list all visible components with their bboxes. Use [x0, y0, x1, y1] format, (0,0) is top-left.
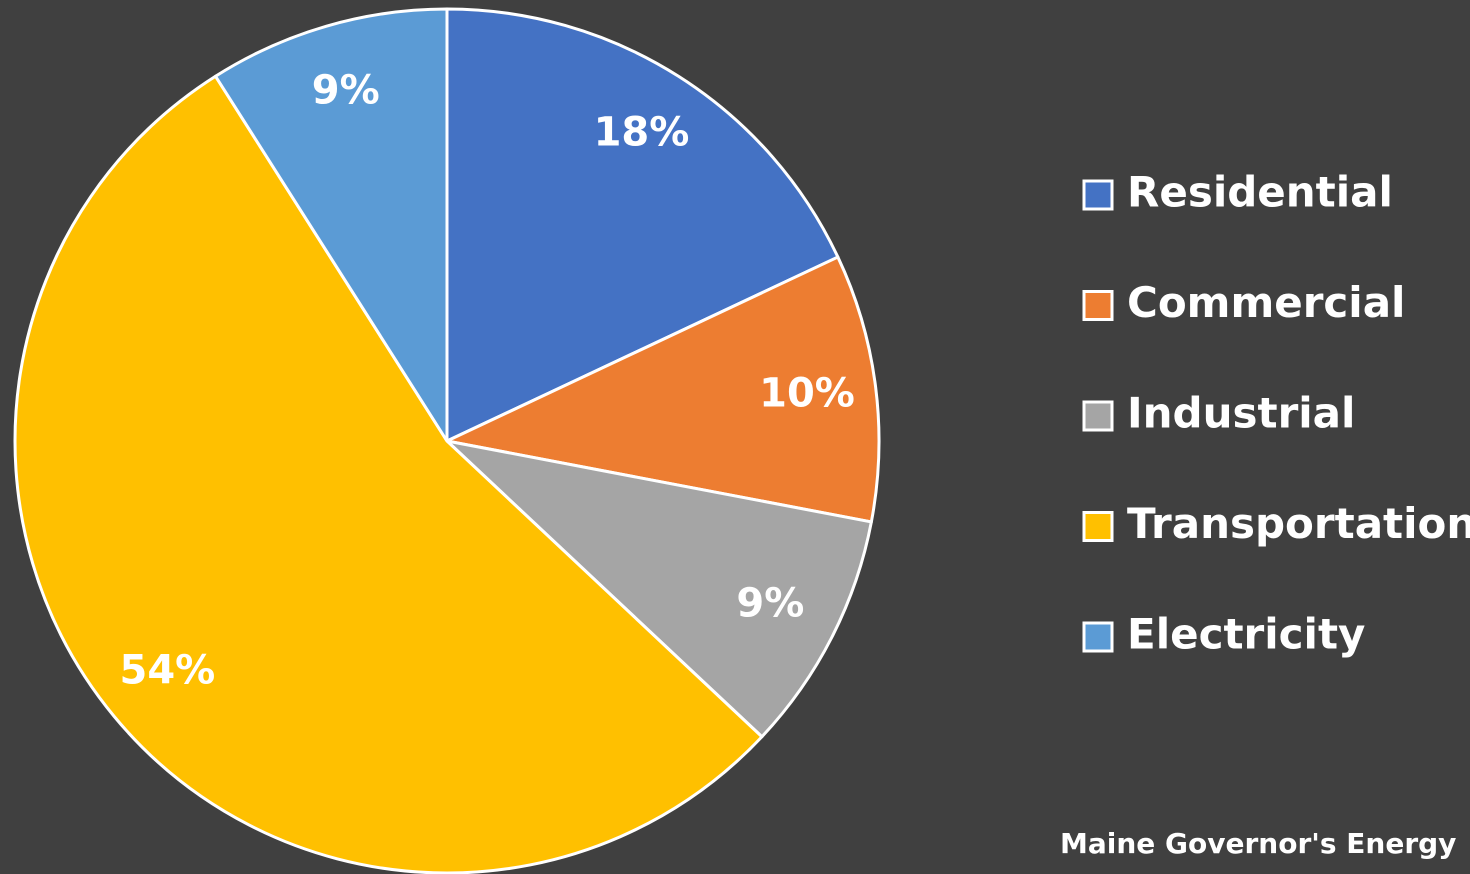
legend: Residential Commercial Industrial Transport…	[1082, 168, 1470, 659]
data-labels: 18% 10% 9% 54% 9%	[120, 68, 855, 694]
legend-label: Residential	[1127, 168, 1393, 217]
legend-label: Industrial	[1127, 389, 1355, 438]
pie-slice	[214, 7, 449, 443]
data-label: 18%	[594, 110, 690, 156]
data-label: 9%	[312, 68, 380, 114]
legend-swatch	[1082, 290, 1114, 321]
legend-label: Commercial	[1127, 278, 1405, 327]
pie	[13, 7, 881, 874]
legend-swatch	[1082, 179, 1114, 211]
legend-label: Transportation	[1127, 499, 1470, 548]
data-label: 54%	[120, 647, 216, 693]
pie-slice	[445, 439, 873, 739]
pie-slice	[445, 255, 881, 524]
legend-swatch	[1082, 621, 1114, 653]
pie-slice	[13, 74, 764, 874]
source-note: Maine Governor's Energy	[1060, 827, 1456, 860]
legend-swatch	[1082, 511, 1114, 542]
legend-swatch	[1082, 400, 1114, 432]
data-label: 10%	[759, 371, 855, 417]
legend-label: Electricity	[1127, 610, 1365, 659]
data-label: 9%	[736, 581, 804, 627]
pie-slice	[445, 7, 840, 443]
